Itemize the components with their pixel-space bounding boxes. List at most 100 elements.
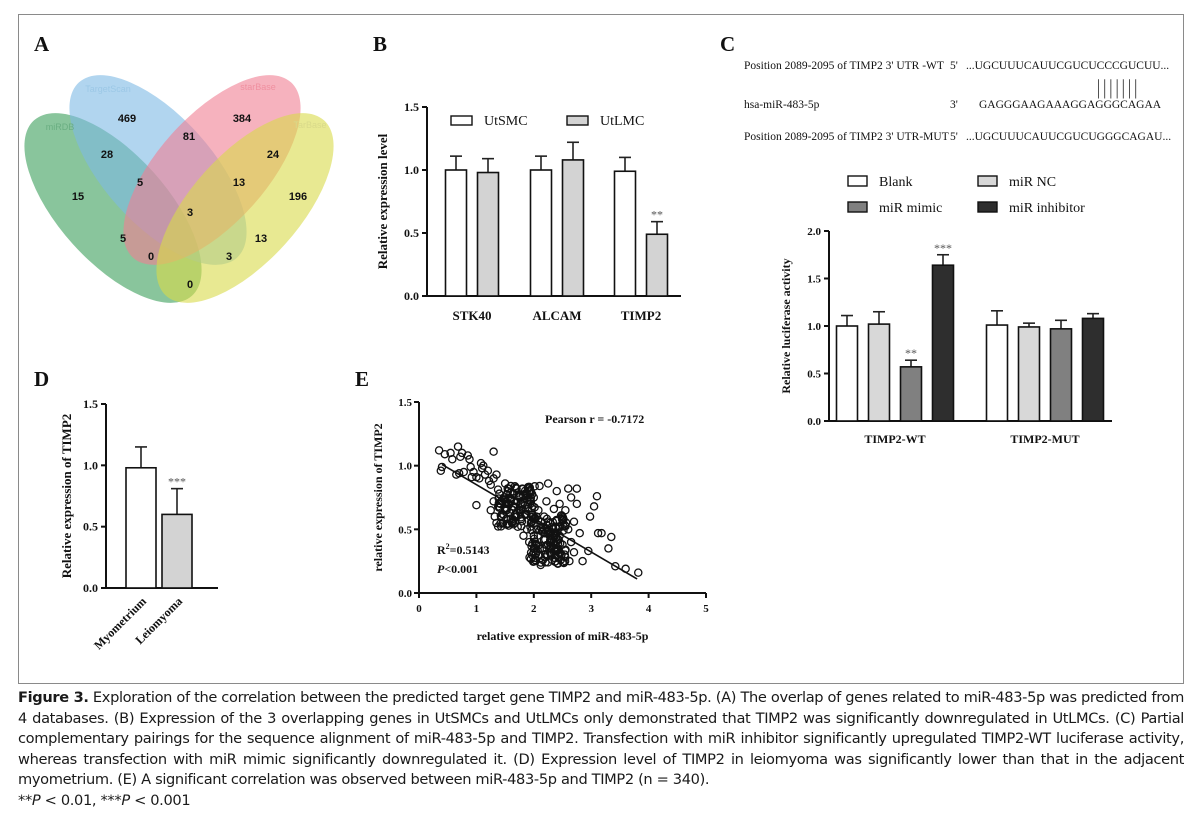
y-tick-label: 1.5 <box>404 100 419 114</box>
scatter-point <box>585 512 595 521</box>
scatter-point <box>545 548 555 557</box>
venn-label-mirdb: miRDB <box>46 122 75 132</box>
legend-swatch-mir-nc <box>977 175 998 187</box>
scatter-point <box>496 519 505 528</box>
scatter-point <box>509 496 519 506</box>
y-tick-label: 0.5 <box>83 520 98 534</box>
panel-letter-b: B <box>373 32 388 56</box>
scatter-point <box>513 488 522 497</box>
seq-mir-label: hsa-miR-483-5p <box>744 99 820 111</box>
caption-footnote: **P < 0.01, ***P < 0.001 <box>18 791 191 809</box>
y-tick-label: 1.5 <box>398 397 412 409</box>
venn-region-value: 24 <box>267 149 280 161</box>
bar-utsmc <box>529 169 553 297</box>
scatter-point <box>489 447 498 456</box>
seq-pairing-marks: ||||||| <box>1097 77 1141 100</box>
scatter-point <box>504 521 513 530</box>
scatter-point <box>472 500 481 510</box>
x-tick-label: 4 <box>646 603 652 615</box>
scatter-point <box>476 458 486 468</box>
legend-swatch-utlmc <box>566 115 589 126</box>
scatter-point <box>495 499 504 508</box>
seq-wt-end: 5' <box>950 60 958 72</box>
scatter-point <box>530 514 540 523</box>
venn-region-value: 384 <box>233 113 252 125</box>
significance-marker: ** <box>905 346 917 360</box>
scatter-point <box>533 546 543 555</box>
venn-region-value: 28 <box>101 149 113 161</box>
bar-blank <box>835 325 859 422</box>
x-tick-label: STK40 <box>452 308 491 323</box>
scatter-point <box>527 550 537 560</box>
scatter-point <box>536 558 546 567</box>
venn-region-value: 469 <box>118 113 136 125</box>
scatter-point <box>479 461 488 470</box>
scatter-point <box>519 531 528 540</box>
scatter-point <box>475 474 484 483</box>
scatter-point <box>463 451 473 460</box>
scatter-point <box>592 491 602 501</box>
scatter-point <box>517 521 526 531</box>
scatter-point <box>503 484 512 493</box>
seq-mut-label: Position 2089-2095 of TIMP2 3' UTR-MUT <box>744 131 949 143</box>
regression-line <box>441 463 638 580</box>
scatter-point <box>535 481 544 491</box>
scatter-point <box>484 476 494 486</box>
scatter-point <box>566 493 576 502</box>
y-tick-label: 0.5 <box>807 369 821 381</box>
legend-swatch-mir-mimic <box>847 201 868 213</box>
y-tick-label: 0.5 <box>404 226 419 240</box>
venn-region-value: 81 <box>183 131 195 143</box>
significance-marker: *** <box>168 475 186 489</box>
legend-label: miR inhibitor <box>1009 201 1085 216</box>
y-tick-label: 0.5 <box>398 524 412 536</box>
scatter-point <box>569 517 579 526</box>
chart-e-scatter: 0.0 0.5 1.0 1.5 0 1 2 3 4 5 relative expression of… <box>371 397 709 643</box>
scatter-point <box>494 494 503 503</box>
y-tick-label: 1.0 <box>83 458 98 472</box>
bar-timp2 <box>125 466 157 589</box>
scatter-point <box>524 482 534 492</box>
y-axis-label: relative expression of TIMP2 <box>371 423 385 571</box>
scatter-point <box>563 484 573 493</box>
legend-label: UtLMC <box>600 114 644 129</box>
significance-marker: *** <box>934 241 952 255</box>
scatter-point <box>525 495 535 505</box>
bar-utsmc <box>613 170 637 297</box>
y-tick-label: 0.0 <box>83 581 98 595</box>
scatter-point <box>436 466 446 476</box>
y-axis-label: Relative expression of TIMP2 <box>59 414 74 579</box>
scatter-point <box>560 556 570 566</box>
bar-utlmc <box>561 159 585 297</box>
scatter-point <box>593 528 603 538</box>
seq-wt-label: Position 2089-2095 of TIMP2 3' UTR -WT <box>744 60 944 72</box>
x-tick-label: TIMP2 <box>621 308 661 323</box>
bar-mir-mimic <box>899 366 923 422</box>
scatter-point <box>572 499 582 509</box>
scatter-point <box>448 455 457 464</box>
y-tick-label: 1.0 <box>807 321 821 333</box>
chart-d-timp2: 0.0 0.5 1.0 1.5 Relative expression of TIMP2… <box>59 397 218 652</box>
y-tick-label: 0.0 <box>398 588 412 600</box>
scatter-point <box>493 485 503 494</box>
bar-utlmc <box>645 233 669 297</box>
scatter-point <box>440 449 450 459</box>
y-tick-label: 1.0 <box>398 461 412 473</box>
panel-letter-e: E <box>355 367 370 391</box>
y-tick-label: 0.0 <box>404 289 419 303</box>
scatter-point <box>434 446 444 455</box>
chart-c-luciferase: 0.0 0.5 1.0 1.5 2.0 Relative luciferase activ… <box>779 175 1112 446</box>
scatter-point <box>483 466 493 476</box>
chart-b-expression: 0.0 0.5 1.0 1.5 Relative expression level STK… <box>375 100 681 323</box>
y-tick-label: 0.0 <box>807 416 821 428</box>
scatter-point <box>634 568 643 577</box>
legend-label: UtSMC <box>484 114 528 129</box>
panel-letter-a: A <box>34 32 50 56</box>
venn-region-value: 196 <box>289 191 307 203</box>
legend-label: Blank <box>879 175 912 190</box>
scatter-point <box>548 517 558 527</box>
scatter-point <box>549 504 559 514</box>
legend-label: miR mimic <box>879 201 942 216</box>
venn-region-value: 3 <box>187 207 193 219</box>
scatter-point <box>554 550 563 560</box>
